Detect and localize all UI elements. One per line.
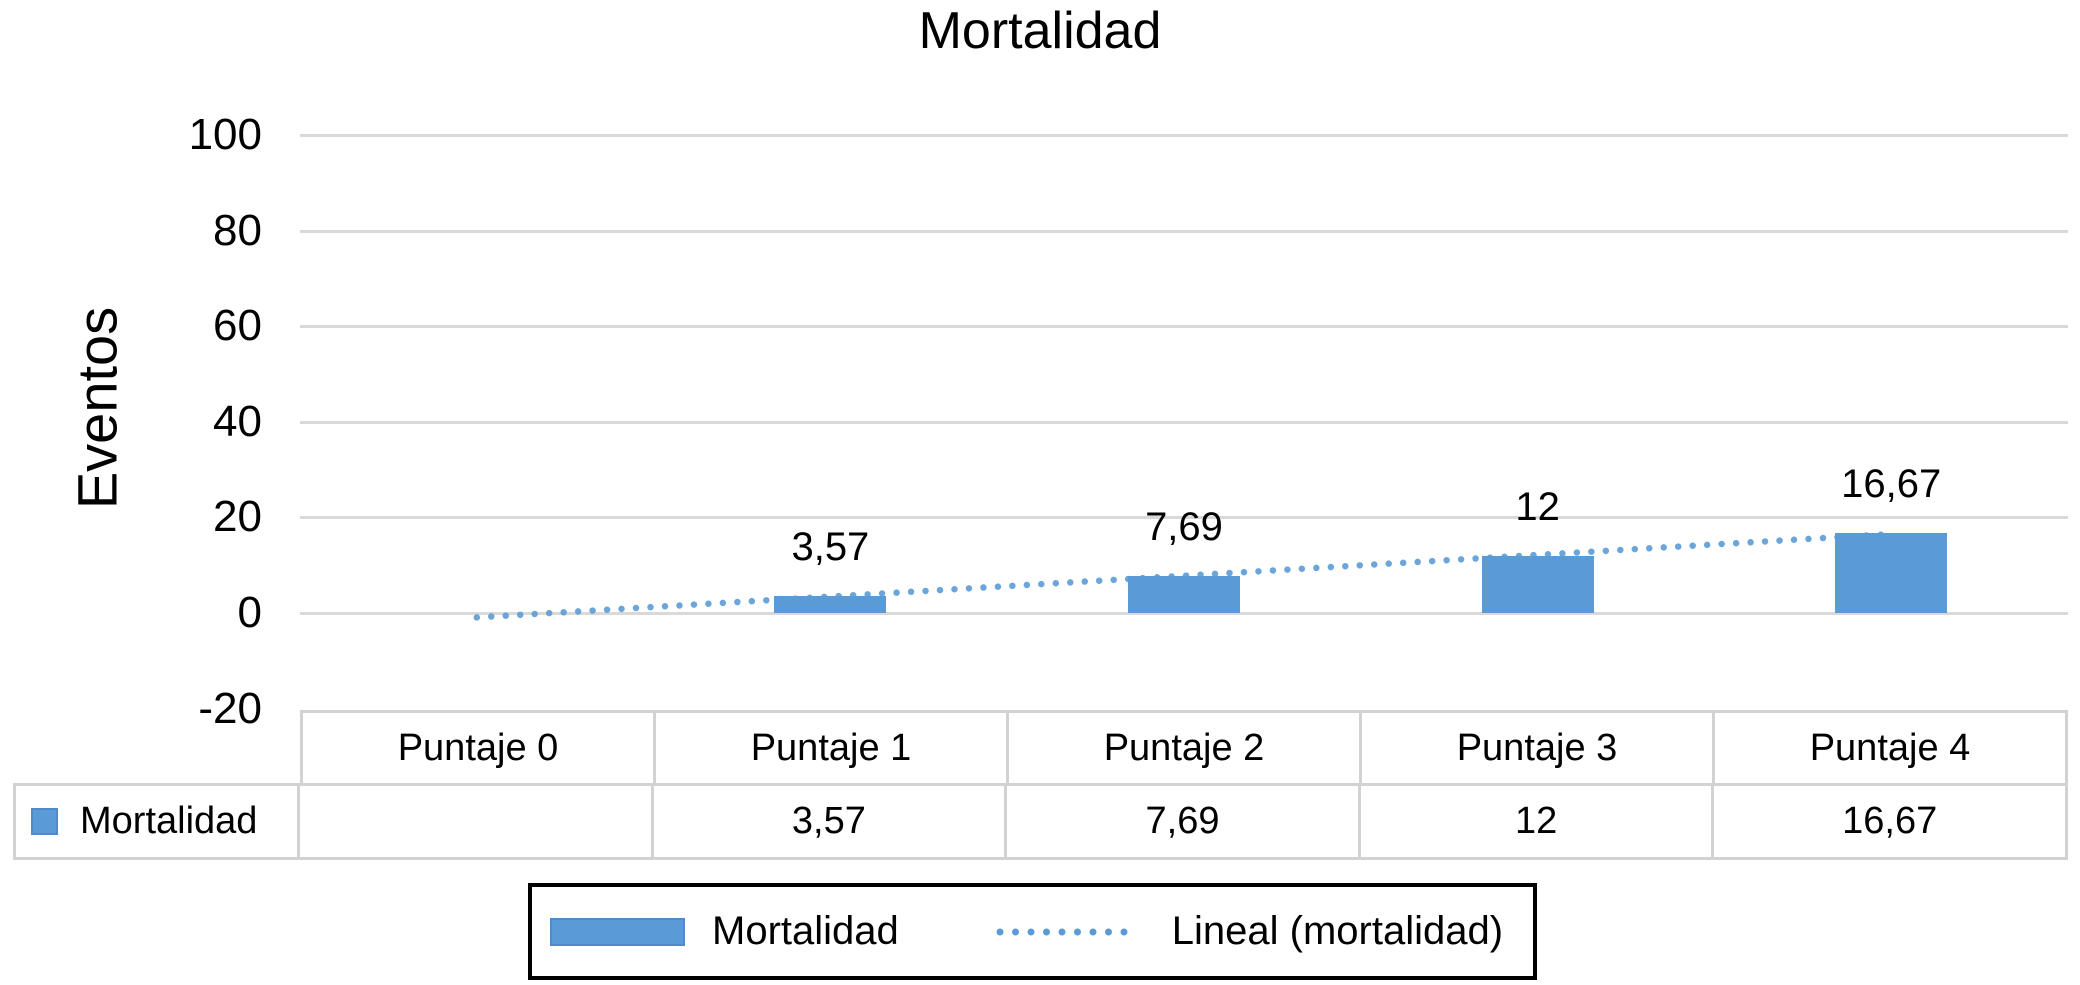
dotted-trendline-swatch-icon (996, 928, 1130, 935)
bar-puntaje-3 (1481, 555, 1594, 613)
data-table-value-row: Mortalidad 3,57 7,69 12 16,67 (13, 783, 2068, 860)
table-header-puntaje-4: Puntaje 4 (1715, 713, 2068, 783)
table-value-puntaje-2: 7,69 (1007, 786, 1361, 857)
table-value-puntaje-4: 16,67 (1842, 800, 1938, 842)
bar-puntaje-2 (1128, 576, 1240, 613)
data-label-puntaje-2: 7,69 (1145, 505, 1223, 550)
chart-title: Mortalidad (918, 2, 1162, 60)
series-name-label: Mortalidad (80, 800, 258, 842)
table-header-puntaje-3: Puntaje 3 (1362, 713, 1715, 783)
table-header-puntaje-0: Puntaje 0 (303, 713, 656, 783)
gridline-60 (300, 325, 2068, 329)
table-header-puntaje-1: Puntaje 1 (656, 713, 1009, 783)
y-tick-label-100: 100 (188, 110, 262, 159)
table-value-puntaje-1: 3,57 (654, 786, 1008, 857)
data-table-header-row: Puntaje 0 Puntaje 1 Puntaje 2 Puntaje 3 Punt… (300, 710, 2068, 783)
y-tick-label-40: 40 (213, 396, 262, 446)
chart-legend: Mortalidad Lineal (mortalidad) (528, 883, 1537, 980)
y-tick-label--20: -20 (198, 683, 262, 733)
data-table-row-header: Mortalidad (16, 786, 300, 857)
gridline-20 (300, 516, 2068, 520)
bar-puntaje-1 (774, 595, 887, 613)
y-tick-label-20: 20 (213, 492, 262, 542)
gridline-80 (300, 229, 2068, 233)
gridline-100 (300, 134, 2068, 137)
y-tick-label-80: 80 (213, 205, 262, 255)
data-label-puntaje-3: 12 (1515, 484, 1560, 529)
legend-label-mortalidad: Mortalidad (712, 909, 899, 953)
series-color-key-icon (31, 808, 58, 835)
table-value-puntaje-0 (300, 786, 654, 857)
y-tick-label-60: 60 (213, 301, 262, 351)
y-tick-label-0: 0 (237, 588, 262, 637)
bar-puntaje-4 (1835, 533, 1948, 613)
data-label-puntaje-1: 3,57 (791, 524, 870, 569)
legend-label-lineal: Lineal (mortalidad) (1171, 909, 1504, 953)
table-value-puntaje-3: 12 (1361, 786, 1715, 857)
data-label-puntaje-4: 16,67 (1841, 462, 1942, 507)
gridline-40 (300, 420, 2068, 424)
table-header-puntaje-2: Puntaje 2 (1009, 713, 1362, 783)
bar-series-swatch-icon (550, 917, 685, 946)
